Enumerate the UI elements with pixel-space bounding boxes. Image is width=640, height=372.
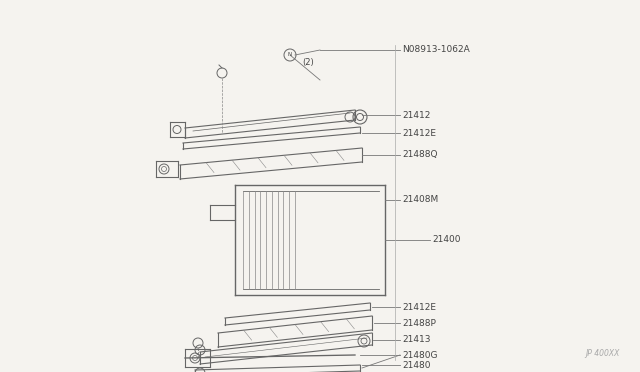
- Text: N08913-1062A: N08913-1062A: [402, 45, 470, 55]
- Text: 21480: 21480: [402, 360, 431, 369]
- Text: 21412: 21412: [402, 110, 430, 119]
- Text: (2): (2): [302, 58, 314, 67]
- Text: 21412E: 21412E: [402, 128, 436, 138]
- Text: 21412E: 21412E: [402, 302, 436, 311]
- Text: N: N: [288, 52, 292, 58]
- Text: 21400: 21400: [432, 235, 461, 244]
- Text: 21413: 21413: [402, 336, 431, 344]
- Text: JP 400XX: JP 400XX: [586, 349, 620, 358]
- Text: 21488P: 21488P: [402, 318, 436, 327]
- Text: 21488Q: 21488Q: [402, 151, 438, 160]
- Text: 21408M: 21408M: [402, 196, 438, 205]
- Text: 21480G: 21480G: [402, 350, 438, 359]
